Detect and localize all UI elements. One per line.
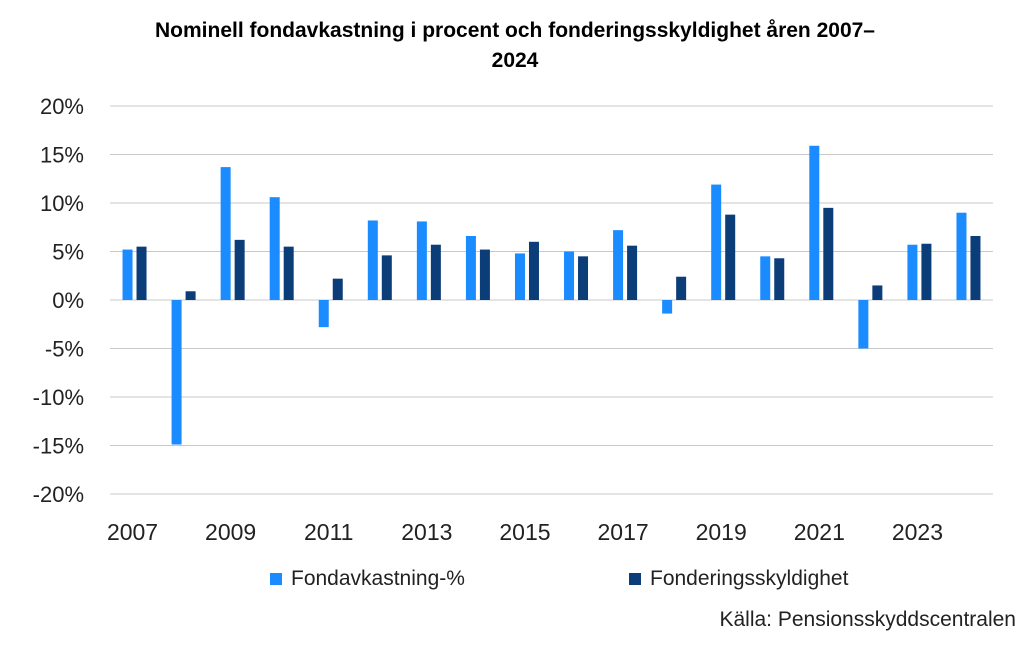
x-tick-label: 2009 [205, 519, 256, 545]
bar-fondavkastning-2011 [318, 300, 329, 328]
bar-fondavkastning-2017 [613, 230, 624, 300]
legend-label-fonderingsskyldighet: Fonderingsskyldighet [650, 567, 849, 590]
x-tick-label: 2011 [304, 519, 353, 545]
y-tick-label: 0% [52, 288, 84, 313]
bar-fonderingsskyldighet-2019 [725, 214, 736, 300]
bar-fondavkastning-2018 [662, 300, 673, 314]
y-tick-label: 10% [40, 191, 84, 216]
bar-fonderingsskyldighet-2009 [234, 239, 245, 300]
legend-item-fondavkastning: Fondavkastning-% [270, 567, 465, 591]
y-tick-label: 5% [52, 240, 84, 265]
legend-item-fonderingsskyldighet: Fonderingsskyldighet [629, 567, 848, 591]
bar-fondavkastning-2023 [907, 244, 918, 300]
bar-fondavkastning-2024 [956, 212, 967, 300]
x-tick-label: 2023 [892, 519, 943, 545]
bar-fondavkastning-2015 [514, 253, 525, 300]
x-tick-label: 2019 [696, 519, 747, 545]
bar-fondavkastning-2022 [858, 300, 869, 349]
legend-swatch-fonderingsskyldighet [629, 573, 641, 585]
bar-fondavkastning-2010 [269, 197, 280, 300]
x-tick-label: 2015 [499, 519, 550, 545]
chart-title: Nominell fondavkastning i procent och fo… [155, 19, 875, 72]
bar-fonderingsskyldighet-2024 [970, 235, 981, 300]
bar-fonderingsskyldighet-2007 [136, 246, 147, 300]
bar-fondavkastning-2013 [416, 221, 427, 300]
legend-label-fondavkastning: Fondavkastning-% [291, 567, 465, 590]
source-note: Källa: Pensionsskyddscentralen [719, 608, 1016, 631]
grid-lines [110, 105, 993, 495]
bar-fonderingsskyldighet-2020 [774, 258, 785, 300]
bar-fonderingsskyldighet-2008 [185, 291, 196, 300]
bar-fondavkastning-2020 [760, 256, 771, 300]
bar-fonderingsskyldighet-2010 [283, 246, 294, 300]
bar-fonderingsskyldighet-2016 [578, 256, 589, 300]
bar-fonderingsskyldighet-2012 [381, 255, 392, 300]
bar-fonderingsskyldighet-2018 [676, 276, 687, 300]
bar-fondavkastning-2012 [367, 220, 378, 300]
y-tick-label: -10% [33, 385, 84, 410]
y-axis-ticks: 20% 15% 10% 5% 0% -5% -10% -15% -20% [33, 94, 84, 507]
y-tick-label: -20% [33, 482, 84, 507]
x-tick-label: 2021 [794, 519, 845, 545]
y-tick-label: 15% [40, 143, 84, 168]
bar-fondavkastning-2007 [122, 249, 133, 300]
bar-fonderingsskyldighet-2011 [332, 278, 343, 300]
bar-fonderingsskyldighet-2023 [921, 243, 932, 300]
bar-fonderingsskyldighet-2022 [872, 285, 883, 300]
x-axis-ticks: 2007 2009 2011 2013 2015 2017 2019 2021 2023 [107, 519, 943, 545]
bar-fondavkastning-2016 [564, 251, 575, 300]
bar-fonderingsskyldighet-2021 [823, 207, 834, 300]
x-tick-label: 2013 [401, 519, 452, 545]
bar-fonderingsskyldighet-2015 [528, 241, 539, 300]
bar-fonderingsskyldighet-2017 [627, 245, 638, 300]
y-tick-label: -5% [45, 337, 84, 362]
y-tick-label: -15% [33, 434, 84, 459]
x-tick-label: 2007 [107, 519, 158, 545]
bar-fondavkastning-2009 [220, 167, 231, 300]
bar-fonderingsskyldighet-2013 [430, 244, 441, 300]
bar-fondavkastning-2019 [711, 184, 722, 300]
bar-fondavkastning-2008 [171, 300, 182, 445]
bar-fondavkastning-2014 [465, 235, 476, 300]
x-tick-label: 2017 [597, 519, 648, 545]
legend-swatch-fondavkastning [270, 573, 282, 585]
bar-fondavkastning-2021 [809, 145, 820, 300]
bar-fonderingsskyldighet-2014 [479, 249, 490, 300]
y-tick-label: 20% [40, 94, 84, 119]
bars [122, 145, 981, 445]
